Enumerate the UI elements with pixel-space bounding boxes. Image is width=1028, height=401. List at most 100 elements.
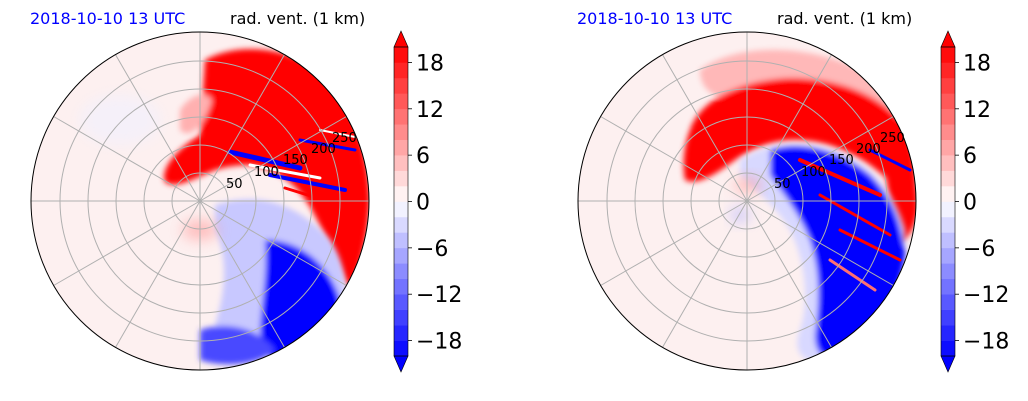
left-spoke-300 bbox=[53, 116, 201, 202]
right-colorbar-segment bbox=[941, 216, 955, 233]
right-spoke-240 bbox=[600, 200, 748, 286]
left-ring-label-50: 50 bbox=[226, 177, 243, 192]
left-colorbar-tick-label: 6 bbox=[416, 144, 430, 169]
left-colorbar-segment bbox=[394, 309, 408, 326]
panel-left-polar-plot: 50 100 150 200 250 bbox=[30, 31, 370, 371]
right-colorbar-segment bbox=[941, 93, 955, 110]
left-colorbar-tick-label: 0 bbox=[416, 191, 430, 216]
right-colorbar-segment bbox=[941, 294, 955, 310]
right-ring-label-100: 100 bbox=[801, 165, 826, 180]
left-spoke-240 bbox=[53, 200, 201, 286]
panel-left: 2018-10-10 13 UTC rad. vent. (1 km) bbox=[30, 9, 462, 373]
panel-left-plot-border bbox=[30, 31, 370, 371]
left-colorbar-segment bbox=[394, 155, 408, 171]
left-colorbar-segment bbox=[394, 263, 408, 280]
left-pink-fringe bbox=[180, 94, 212, 134]
left-mixed-band bbox=[227, 129, 361, 207]
right-colorbar-segment bbox=[941, 124, 955, 140]
left-spoke-330 bbox=[115, 54, 201, 202]
left-spoke-120 bbox=[199, 200, 347, 286]
right-colorbar-segment bbox=[941, 155, 955, 171]
right-colorbar-extend-min bbox=[940, 355, 956, 373]
right-colorbar-segment bbox=[941, 77, 955, 94]
left-colorbar-segment bbox=[394, 216, 408, 233]
panel-right-colorbar: −18 −12 −6 0 6 12 18 bbox=[940, 30, 1009, 373]
right-colorbar-tick-label: 18 bbox=[963, 51, 991, 76]
panel-left-colorbar: −18 −12 −6 0 6 12 18 bbox=[393, 30, 462, 373]
left-colorbar-segment bbox=[394, 325, 408, 341]
right-colorbar-tick-label: −18 bbox=[963, 330, 1009, 355]
panel-left-spokes bbox=[31, 32, 369, 370]
right-faint-blue bbox=[730, 207, 750, 223]
right-ring-label-50: 50 bbox=[774, 177, 791, 192]
left-colorbar-segment bbox=[394, 77, 408, 94]
panel-right-ring-labels: 50 100 150 200 250 bbox=[774, 131, 905, 192]
right-colorbar-segment bbox=[941, 340, 955, 357]
right-colorbar-segment bbox=[941, 263, 955, 280]
right-colorbar-segment bbox=[941, 47, 955, 63]
left-colorbar-tick-label: −6 bbox=[416, 237, 448, 262]
panel-left-time-label: 2018-10-10 13 UTC bbox=[30, 9, 185, 28]
right-spoke-330 bbox=[662, 54, 748, 202]
right-ring-label-150: 150 bbox=[829, 153, 854, 168]
right-spoke-120 bbox=[746, 200, 894, 286]
panel-right-spokes bbox=[578, 32, 916, 370]
left-colorbar-segment bbox=[394, 201, 408, 218]
right-ring-label-250: 250 bbox=[880, 131, 905, 146]
left-colorbar-tick-label: −12 bbox=[416, 283, 462, 308]
right-colorbar-tick-label: −6 bbox=[963, 237, 995, 262]
right-ring-label-200: 200 bbox=[856, 142, 881, 157]
left-colorbar-segment bbox=[394, 108, 408, 125]
left-colorbar-segment bbox=[394, 93, 408, 110]
left-blue-south bbox=[200, 326, 275, 365]
right-spoke-150 bbox=[746, 200, 832, 348]
left-colorbar-extend-min bbox=[393, 355, 409, 373]
panel-right-title: rad. vent. (1 km) bbox=[777, 9, 912, 28]
left-spoke-150 bbox=[199, 200, 285, 348]
right-mixed-band bbox=[798, 148, 912, 292]
left-colorbar-segment bbox=[394, 170, 408, 187]
right-spoke-300 bbox=[600, 116, 748, 202]
panel-right: 2018-10-10 13 UTC rad. vent. (1 km) bbox=[577, 9, 1009, 373]
right-colorbar-tick-label: −12 bbox=[963, 283, 1009, 308]
left-colorbar-segment bbox=[394, 124, 408, 140]
right-colorbar-segment bbox=[941, 62, 955, 79]
right-colorbar-segment bbox=[941, 108, 955, 125]
left-ring-label-250: 250 bbox=[332, 131, 357, 146]
left-colorbar-tick-label: −18 bbox=[416, 330, 462, 355]
left-faint-blue bbox=[80, 95, 160, 145]
right-colorbar-segment bbox=[941, 247, 955, 264]
right-colorbar-tick-label: 12 bbox=[963, 98, 991, 123]
panel-right-polar-plot: 50 100 150 200 250 bbox=[577, 31, 917, 371]
left-ring-label-100: 100 bbox=[254, 165, 279, 180]
right-colorbar-segment bbox=[941, 309, 955, 326]
right-spoke-210 bbox=[662, 200, 748, 348]
panel-right-time-label: 2018-10-10 13 UTC bbox=[577, 9, 732, 28]
right-colorbar-segment bbox=[941, 186, 955, 202]
left-colorbar-segment bbox=[394, 186, 408, 202]
left-spoke-60 bbox=[199, 116, 347, 202]
left-colorbar-segment bbox=[394, 139, 408, 156]
right-colorbar-segment bbox=[941, 170, 955, 187]
left-spoke-210 bbox=[115, 200, 201, 348]
left-colorbar-segment bbox=[394, 294, 408, 310]
right-colorbar-segment bbox=[941, 201, 955, 218]
left-colorbar-tick-label: 12 bbox=[416, 98, 444, 123]
right-red-region bbox=[683, 78, 916, 210]
left-colorbar-segment bbox=[394, 62, 408, 79]
right-colorbar-extend-max bbox=[940, 30, 956, 48]
left-ring-label-150: 150 bbox=[283, 153, 308, 168]
left-colorbar-segment bbox=[394, 247, 408, 264]
left-colorbar-segment bbox=[394, 47, 408, 63]
right-spoke-30 bbox=[746, 54, 832, 202]
panel-right-plot-border bbox=[577, 31, 917, 371]
right-colorbar-tick-label: 0 bbox=[963, 191, 977, 216]
left-colorbar-segment bbox=[394, 278, 408, 295]
panel-left-title: rad. vent. (1 km) bbox=[230, 9, 365, 28]
left-red-core bbox=[200, 66, 362, 280]
right-colorbar-segment bbox=[941, 278, 955, 295]
left-colorbar-extend-max bbox=[393, 30, 409, 48]
panel-left-velocity-field bbox=[80, 49, 369, 365]
right-colorbar-segment bbox=[941, 325, 955, 341]
